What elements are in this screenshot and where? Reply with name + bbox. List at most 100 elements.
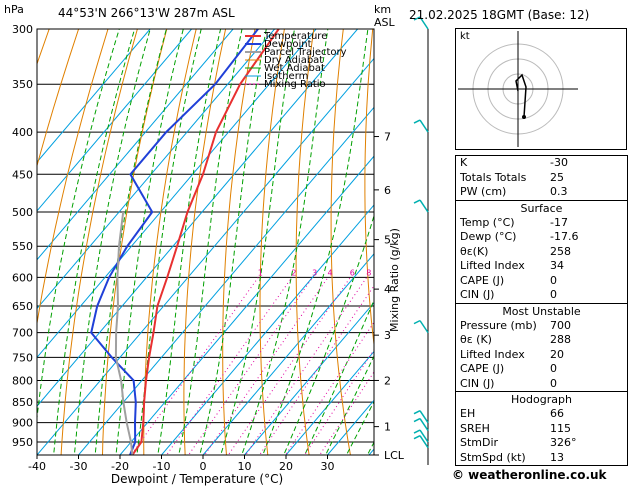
surface-key: Dewp (°C) (460, 230, 517, 243)
wind-barbs (413, 16, 429, 465)
pressure-tick-label: 650 (12, 300, 33, 313)
temperature-tick-label: -10 (153, 460, 171, 473)
dry-adiabat (37, 29, 109, 327)
surface-value: 258 (550, 244, 571, 258)
x-axis-label: Dewpoint / Temperature (°C) (111, 472, 283, 486)
legend-label: Parcel Trajectory (264, 47, 347, 58)
surface-row: Dewp (°C) -17.6 (456, 230, 627, 245)
mixing-ratio-line (258, 284, 374, 455)
hodograph-key: StmSpd (kt) (460, 450, 526, 464)
temperature-tick-label: -30 (70, 460, 88, 473)
copyright: © weatheronline.co.uk (452, 468, 607, 482)
series-dewpoint (90, 29, 259, 455)
isotherm (37, 57, 374, 455)
km-tick-label: 4 (384, 283, 391, 296)
legend-label: Dewpoint (264, 39, 312, 50)
surface-key: θε(K) (460, 244, 489, 258)
unstable-value: 0 (550, 362, 557, 375)
index-value: 25 (550, 170, 564, 184)
surface-value: -17 (550, 215, 568, 229)
mixing-ratio-line (204, 277, 329, 455)
mixing-ratio-line (319, 371, 374, 455)
hodograph-value: 13 (550, 450, 564, 464)
temperature-tick-label: 20 (279, 460, 293, 473)
unstable-key: CAPE (J) (460, 362, 505, 375)
hpa-label: hPa (4, 3, 24, 16)
grid-lines (37, 29, 374, 455)
wind-barb-flag (413, 119, 421, 124)
dry-adiabat (330, 29, 351, 455)
indices-panel: K -30 Totals Totals 25 PW (cm) 0.3 Surface Te… (455, 155, 628, 466)
wind-barb-flag (413, 417, 421, 423)
surface-key: CAPE (J) (460, 273, 505, 287)
temperature-tick-label: 30 (321, 460, 335, 473)
datetime-label: 21.02.2025 18GMT (Base: 12) (409, 8, 589, 22)
surface-row: Lifted Index 34 (456, 259, 627, 274)
unstable-value: 20 (550, 347, 564, 361)
wind-barb (419, 435, 429, 449)
mixing-ratio-label: 8 (366, 268, 371, 277)
surface-key: CIN (J) (460, 288, 495, 301)
surface-value: 0 (550, 273, 557, 287)
isotherm (78, 106, 374, 455)
km-tick-label: 3 (384, 329, 391, 342)
axes: 3003504004505005506006507007508008509009… (12, 23, 405, 473)
wet-adiabat (345, 400, 374, 455)
wind-barb (419, 119, 429, 133)
mixing-ratio-line (245, 277, 368, 455)
wind-barb-flag (413, 409, 421, 415)
hodograph-point (522, 115, 526, 119)
hodograph-value: 326° (550, 436, 577, 449)
mixing-ratio-label: 4 (327, 268, 332, 277)
isotherm (244, 301, 374, 455)
surface-value: -17.6 (550, 230, 579, 243)
wet-adiabat (73, 29, 151, 455)
dry-adiabat (222, 29, 256, 455)
mixing-ratio-label: 6 (350, 268, 355, 277)
index-key: K (460, 156, 468, 169)
wet-adiabat (94, 29, 167, 455)
pressure-tick-label: 600 (12, 271, 33, 284)
dry-adiabat (364, 29, 374, 349)
series-parcel-trajectory (114, 211, 134, 455)
wet-adiabat (283, 214, 374, 455)
wind-barb-flag (413, 16, 421, 21)
hodograph-row: StmSpd (kt) 13 (456, 451, 627, 466)
km-tick-label: 5 (384, 234, 391, 247)
hodograph-key: SREH (460, 421, 490, 435)
wet-adiabat (304, 298, 374, 455)
mixing-ratio-label: 1 (258, 268, 263, 277)
isotherm (37, 29, 317, 359)
series-temperature (131, 29, 280, 455)
wind-barb (419, 16, 429, 30)
unstable-title: Most Unstable (456, 302, 627, 319)
wet-adiabat (241, 29, 329, 455)
unstable-row: θε (K) 288 (456, 333, 627, 348)
pressure-tick-label: 950 (12, 436, 33, 449)
index-row: K -30 (456, 156, 627, 171)
wet-adiabat (115, 29, 184, 455)
dry-adiabat (37, 29, 80, 168)
isotherm (285, 350, 374, 455)
dry-adiabat (183, 29, 227, 455)
pressure-tick-label: 850 (12, 396, 33, 409)
mixing-ratio-label: 10 (377, 268, 387, 277)
hodograph-row: EH 66 (456, 407, 627, 422)
hodograph-row: SREH 115 (456, 422, 627, 437)
wind-barb-flag (413, 429, 421, 434)
isotherm (37, 29, 275, 310)
isotherm (37, 29, 192, 212)
surface-key: Lifted Index (460, 259, 525, 272)
unstable-row: CIN (J) 0 (456, 377, 627, 392)
km-tick-label: 2 (384, 374, 391, 387)
unstable-row: Pressure (mb) 700 (456, 319, 627, 334)
unstable-value: 0 (550, 376, 557, 390)
pressure-tick-label: 300 (12, 23, 33, 36)
plot-frame (36, 28, 375, 456)
index-key: Totals Totals (460, 170, 527, 184)
hodograph-key: EH (460, 407, 476, 420)
wet-adiabat (262, 29, 369, 455)
isotherm (37, 29, 234, 261)
